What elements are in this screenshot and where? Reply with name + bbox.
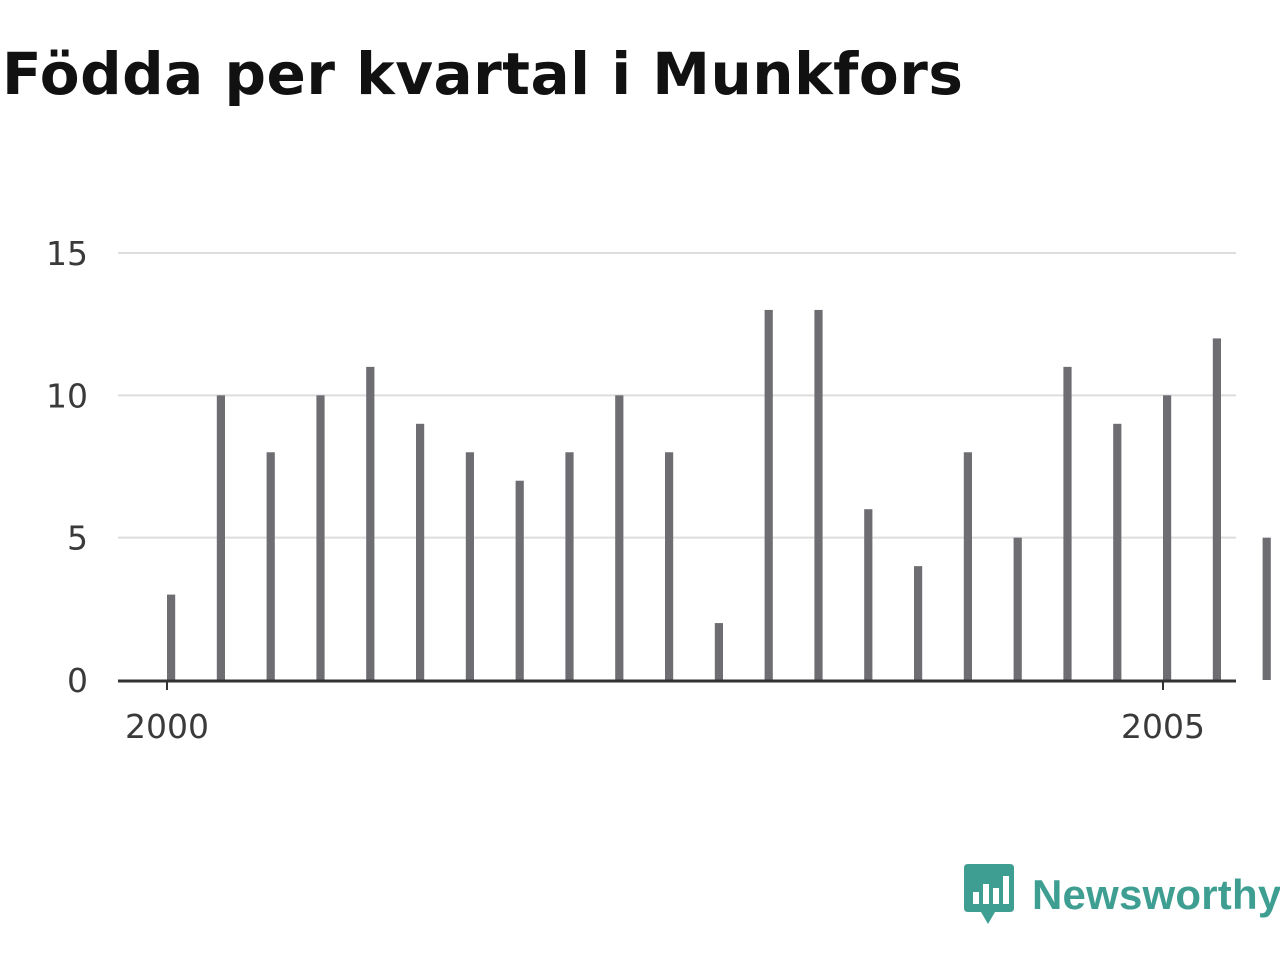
bar [515, 480, 524, 680]
bar [864, 509, 873, 680]
bar [416, 423, 425, 680]
bar [1013, 537, 1022, 680]
bars [167, 309, 1271, 680]
bar [1262, 537, 1271, 680]
bar [814, 309, 823, 680]
bar [266, 452, 275, 680]
bar [316, 395, 325, 680]
bar [565, 452, 574, 680]
bar [1163, 395, 1172, 680]
bar [764, 309, 773, 680]
bar [714, 623, 723, 680]
y-tick-label: 15 [46, 234, 88, 273]
newsworthy-brand: Newsworthy [964, 862, 1280, 928]
bar [366, 366, 375, 680]
y-tick-label: 10 [46, 376, 88, 415]
bar [963, 452, 972, 680]
x-tick-label: 2005 [1121, 707, 1205, 746]
labels: 05101520002005201020152020202511 [46, 234, 1205, 746]
bar [1063, 366, 1072, 680]
bar [914, 566, 923, 680]
bar [167, 594, 176, 680]
chart-title: Födda per kvartal i Munkfors [2, 40, 964, 108]
axes [118, 679, 1236, 690]
grid-lines [118, 252, 1236, 539]
bar [615, 395, 624, 680]
bar [465, 452, 474, 680]
bar [665, 452, 674, 680]
newsworthy-logo-icon [964, 864, 1014, 924]
bar-chart: 05101520002005201020152020202511 [46, 234, 1271, 746]
brand-name: Newsworthy [1032, 871, 1280, 918]
bar [1212, 338, 1221, 680]
bar [1113, 423, 1122, 680]
bar [216, 395, 225, 680]
y-tick-label: 0 [67, 661, 88, 700]
x-tick-label: 2000 [125, 707, 209, 746]
y-tick-label: 5 [67, 519, 88, 558]
